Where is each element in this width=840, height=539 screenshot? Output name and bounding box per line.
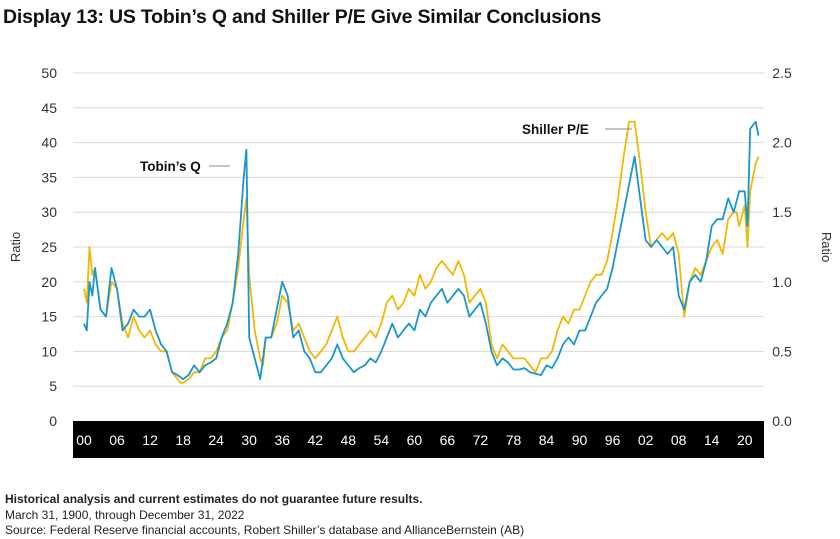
x-tick-label: 54 xyxy=(374,432,390,448)
y-tick-label-left: 25 xyxy=(41,239,57,255)
y-tick-label-left: 10 xyxy=(41,343,57,359)
y-tick-label-left: 5 xyxy=(49,378,57,394)
y-tick-label-right: 0.5 xyxy=(772,343,792,359)
x-tick-label: 66 xyxy=(440,432,456,448)
tobins-q-annotation: Tobin’s Q xyxy=(140,159,201,174)
x-tick-label: 00 xyxy=(76,432,92,448)
y-axis-label-left: Ratio xyxy=(8,232,23,262)
x-tick-label: 84 xyxy=(539,432,555,448)
x-tick-label: 48 xyxy=(341,432,357,448)
x-tick-label: 42 xyxy=(307,432,323,448)
y-tick-label-right: 0.0 xyxy=(772,413,792,429)
y-tick-label-right: 1.5 xyxy=(772,204,792,220)
y-axis-label-right: Ratio xyxy=(819,232,834,262)
y-tick-label-left: 0 xyxy=(49,413,57,429)
y-tick-label-left: 20 xyxy=(41,274,57,290)
x-tick-label: 36 xyxy=(274,432,290,448)
x-tick-label: 12 xyxy=(142,432,158,448)
series-layer xyxy=(83,120,760,384)
x-tick-label: 06 xyxy=(109,432,125,448)
y-tick-label-left: 30 xyxy=(41,204,57,220)
x-tick-label: 72 xyxy=(473,432,489,448)
footer: Historical analysis and current estimate… xyxy=(5,492,524,539)
x-tick-label: 08 xyxy=(671,432,687,448)
y-tick-label-left: 35 xyxy=(41,169,57,185)
tobins-q-line xyxy=(83,120,760,381)
x-tick-label: 90 xyxy=(572,432,588,448)
footer-disclaimer: Historical analysis and current estimate… xyxy=(5,492,423,506)
x-tick-label: 78 xyxy=(506,432,522,448)
x-tick-label: 14 xyxy=(704,432,720,448)
y-tick-label-right: 2.5 xyxy=(772,65,792,81)
chart-title: Display 13: US Tobin’s Q and Shiller P/E… xyxy=(3,6,602,28)
y-axis-left: 0 5 10 15 20 25 30 35 40 45 50 xyxy=(41,65,57,429)
x-tick-label: 30 xyxy=(241,432,257,448)
x-axis: 00 06 12 18 24 30 36 42 48 54 60 66 72 78 84 90 96 02 08 14… xyxy=(76,432,753,448)
gridlines xyxy=(73,72,764,387)
y-tick-label-left: 40 xyxy=(41,135,57,151)
footer-period: March 31, 1900, through December 31, 202… xyxy=(5,507,245,522)
y-tick-label-left: 50 xyxy=(41,65,57,81)
y-tick-label-left: 15 xyxy=(41,309,57,325)
x-tick-label: 96 xyxy=(605,432,621,448)
footer-source: Source: Federal Reserve financial accoun… xyxy=(5,523,525,537)
x-tick-label: 60 xyxy=(407,432,423,448)
shiller-pe-annotation: Shiller P/E xyxy=(522,122,589,137)
y-tick-label-right: 1.0 xyxy=(772,274,792,290)
x-tick-label: 18 xyxy=(175,432,191,448)
x-axis-band xyxy=(73,421,764,458)
x-tick-label: 24 xyxy=(208,432,224,448)
x-tick-label: 20 xyxy=(737,432,753,448)
y-axis-right: 0.0 0.5 1.0 1.5 2.0 2.5 xyxy=(772,65,792,429)
y-tick-label-right: 2.0 xyxy=(772,135,792,151)
y-tick-label-left: 45 xyxy=(41,100,57,116)
x-tick-label: 02 xyxy=(638,432,654,448)
